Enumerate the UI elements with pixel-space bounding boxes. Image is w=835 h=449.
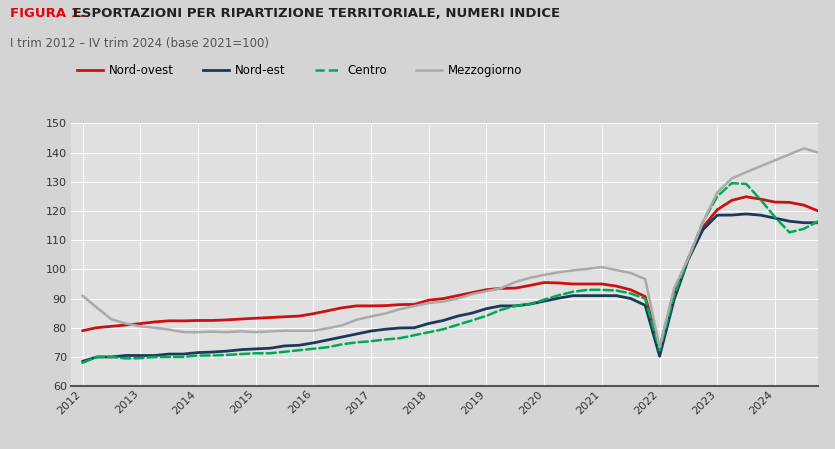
Nord-ovest xyxy=(655,346,665,351)
Centro xyxy=(524,301,534,307)
Mezzogiorno xyxy=(799,146,809,151)
Nord-est xyxy=(554,295,564,301)
Mezzogiorno xyxy=(554,269,564,275)
Nord-est xyxy=(813,220,823,225)
Nord-ovest xyxy=(741,194,752,199)
Mezzogiorno xyxy=(337,322,347,328)
Centro xyxy=(813,219,823,224)
Nord-est xyxy=(135,353,145,358)
Text: FIGURA 1.: FIGURA 1. xyxy=(10,7,85,20)
Nord-ovest xyxy=(554,280,564,286)
Nord-est xyxy=(770,216,780,221)
Centro xyxy=(554,293,564,298)
Centro xyxy=(423,330,433,335)
Nord-ovest xyxy=(524,283,534,288)
Centro xyxy=(135,356,145,361)
Nord-ovest xyxy=(135,321,145,326)
Nord-ovest xyxy=(467,290,477,295)
Centro xyxy=(770,215,780,220)
Nord-est xyxy=(337,334,347,339)
Mezzogiorno xyxy=(655,344,665,350)
Mezzogiorno xyxy=(423,300,433,306)
Text: ESPORTAZIONI PER RIPARTIZIONE TERRITORIALE, NUMERI INDICE: ESPORTAZIONI PER RIPARTIZIONE TERRITORIA… xyxy=(68,7,560,20)
Nord-est xyxy=(741,211,752,217)
Centro xyxy=(337,342,347,347)
Line: Centro: Centro xyxy=(83,183,818,363)
Line: Nord-ovest: Nord-ovest xyxy=(83,197,818,348)
Nord-ovest xyxy=(337,305,347,310)
Mezzogiorno xyxy=(524,275,534,281)
Nord-ovest xyxy=(813,208,823,214)
Mezzogiorno xyxy=(135,324,145,329)
Nord-ovest xyxy=(78,328,88,333)
Legend: Nord-ovest, Nord-est, Centro, Mezzogiorno: Nord-ovest, Nord-est, Centro, Mezzogiorn… xyxy=(77,64,523,77)
Mezzogiorno xyxy=(813,150,823,155)
Mezzogiorno xyxy=(78,293,88,298)
Centro xyxy=(726,180,736,186)
Line: Nord-est: Nord-est xyxy=(83,214,818,361)
Nord-est xyxy=(78,359,88,364)
Nord-est xyxy=(524,301,534,307)
Centro xyxy=(78,360,88,365)
Line: Mezzogiorno: Mezzogiorno xyxy=(83,149,818,347)
Mezzogiorno xyxy=(467,291,477,297)
Text: I trim 2012 – IV trim 2024 (base 2021=100): I trim 2012 – IV trim 2024 (base 2021=10… xyxy=(10,37,269,50)
Nord-est xyxy=(423,321,433,326)
Nord-ovest xyxy=(423,297,433,303)
